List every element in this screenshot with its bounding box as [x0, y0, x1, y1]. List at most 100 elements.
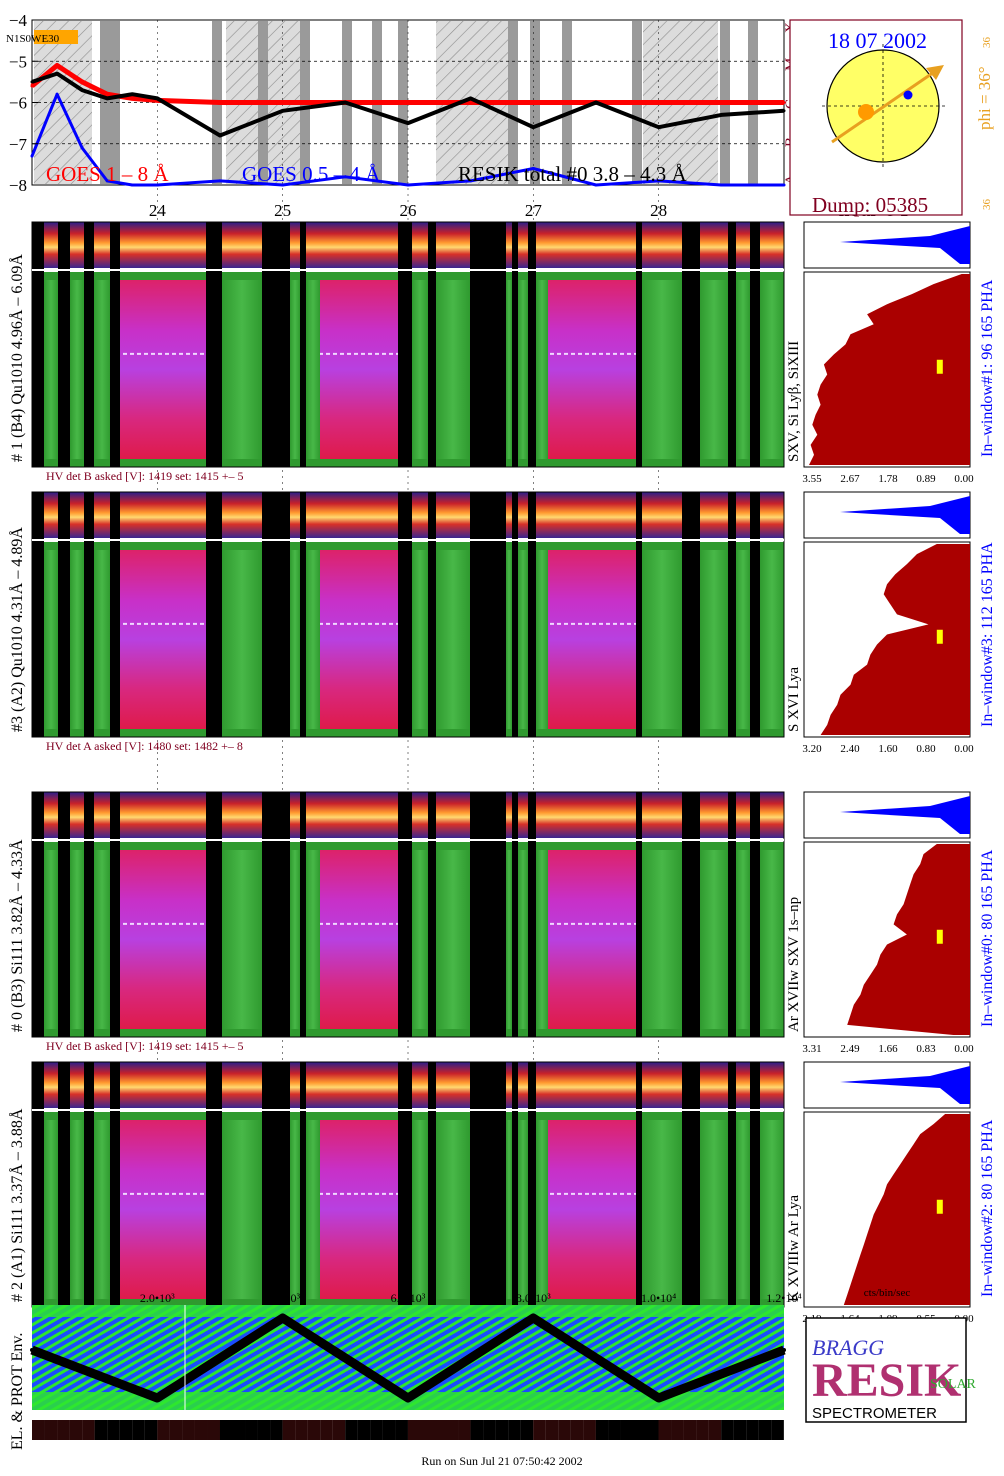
environment-data-point — [406, 1396, 410, 1400]
goes-data-point — [80, 146, 84, 150]
low-count-block — [436, 272, 470, 467]
data-gap-bar — [32, 792, 44, 1037]
hv-status-text: HV det B asked [V]: 1419 set: 1415 +– 5 — [46, 1039, 244, 1053]
spectrum-histogram — [843, 1114, 970, 1305]
detector-panel: HV det A asked [V]: 1480 set: 1482 +– 8#… — [8, 1061, 996, 1325]
goes-data-point — [719, 183, 723, 187]
environment-strip-cell — [370, 1420, 383, 1440]
environment-data-point — [155, 1396, 160, 1400]
data-gap-bar — [58, 792, 70, 1037]
goes-data-point — [30, 80, 34, 84]
goes-data-point — [782, 109, 786, 113]
low-count-block — [642, 1112, 682, 1307]
data-gap-bar — [636, 492, 642, 737]
data-gap-bar — [32, 492, 44, 737]
low-count-block — [760, 1112, 784, 1307]
environment-strip-cell — [219, 1420, 233, 1440]
environment-strip-cell — [733, 1420, 747, 1440]
goes-data-point — [55, 72, 59, 76]
spectral-line-label: S XVI Lya — [786, 667, 802, 732]
environment-strip-cell — [69, 1420, 83, 1440]
data-gap-bar — [470, 792, 506, 1037]
environment-strip-cell — [558, 1420, 571, 1440]
goes-y-tick-label: −6 — [9, 94, 27, 113]
environment-strip-cell — [458, 1420, 471, 1440]
data-gap-bar — [428, 492, 436, 737]
environment-strip-cell — [282, 1420, 296, 1440]
spectrum-x-tick-label: 0.00 — [954, 473, 974, 485]
goes-data-point — [281, 183, 285, 187]
detector-panel: HV det B asked [V]: 1419 set: 1415 +– 5 #… — [8, 221, 996, 485]
position-badge — [34, 30, 78, 44]
position-badge-text: N1S0WE30 — [6, 33, 60, 45]
goes-data-point — [130, 96, 134, 100]
goes-data-point — [719, 113, 723, 117]
low-count-block — [536, 272, 548, 467]
data-gap-bar — [728, 792, 736, 1037]
phi-top-tick: 36 — [981, 37, 993, 49]
low-count-block — [506, 1112, 512, 1307]
data-gap-bar — [528, 492, 536, 737]
detector-wavelength-label: # 0 (B3) Si111 3.82Å – 4.33Å — [8, 839, 26, 1032]
environment-label: EL. & PROT Env. — [9, 1333, 26, 1450]
spectrum-x-tick-label: 0.80 — [916, 743, 936, 755]
spectrum-x-tick-label: 0.83 — [916, 1043, 936, 1055]
detector-panel: HV det A asked [V]: 1480 set: 1482 +– 8#… — [8, 491, 996, 755]
goes-data-point — [218, 179, 222, 183]
data-gap-bar — [636, 792, 642, 1037]
hv-status-text: HV det B asked [V]: 1419 set: 1415 +– 5 — [46, 469, 244, 483]
detector-wavelength-label: # 1 (B4) Qu1010 4.96Å – 6.09Å — [8, 254, 26, 462]
cts-axis-label: cts/bin/sec — [864, 1287, 911, 1299]
low-count-block — [44, 542, 58, 737]
data-gap-bar — [428, 222, 436, 467]
bottom-axis-tick-label: 6.0•10³ — [391, 1291, 426, 1305]
bottom-axis-tick-label: 2.0•10³ — [140, 1291, 175, 1305]
data-gap-bar — [528, 1062, 536, 1307]
gap-band — [110, 21, 120, 184]
low-count-block — [70, 1112, 84, 1307]
environment-strip-cell — [144, 1420, 158, 1440]
low-count-block — [290, 842, 300, 1037]
hour-tick-label: 25 — [274, 201, 291, 220]
goes-data-point — [719, 101, 723, 104]
detector-frame — [31, 221, 785, 468]
low-count-block — [436, 842, 470, 1037]
environment-strip-cell — [508, 1420, 521, 1440]
data-gap-bar — [750, 492, 760, 737]
spectrum-marker — [936, 629, 943, 644]
low-count-block — [700, 542, 728, 737]
environment-strip-cell — [721, 1420, 734, 1440]
data-gap-bar — [750, 792, 760, 1037]
data-gap-bar — [512, 222, 518, 467]
data-gap-bar — [728, 1062, 736, 1307]
environment-strip-cell — [495, 1420, 509, 1440]
low-count-block — [436, 1112, 470, 1307]
goes-y-ticks: −4 −5 −6 −7 −8 — [9, 11, 38, 195]
hour-tick-label: 26 — [400, 201, 417, 220]
low-count-block — [70, 542, 84, 737]
dump-label: Dump: 05385 — [812, 193, 928, 217]
data-gap-bar — [110, 222, 120, 467]
data-gap-bar — [398, 1062, 412, 1307]
environment-strip-cell — [232, 1420, 246, 1440]
environment-strip-cell — [708, 1420, 722, 1440]
data-gap-bar — [398, 492, 412, 737]
low-count-block — [642, 272, 682, 467]
environment-series — [30, 1305, 786, 1410]
goes-data-point — [782, 101, 786, 104]
goes-data-point — [281, 109, 285, 113]
low-count-block — [436, 542, 470, 737]
environment-strip-cell — [107, 1420, 120, 1440]
low-count-block — [222, 272, 262, 467]
data-gap-bar — [750, 222, 760, 467]
resik-logo: BRAGG RESIK SOLAR SPECTROMETER — [805, 1317, 977, 1423]
low-count-block — [94, 842, 110, 1037]
goes-data-point — [406, 183, 410, 187]
spectral-line-label: Ar XVIIw SXV 1s–np — [786, 897, 802, 1032]
detector-wavelength-label: #3 (A2) Qu1010 4.31Å – 4.89Å — [8, 527, 26, 732]
data-gap-bar — [206, 1062, 222, 1307]
environment-strip-cell — [94, 1420, 108, 1440]
data-gap-bar — [428, 1062, 436, 1307]
environment-strip-cell — [608, 1420, 621, 1440]
goes-data-point — [55, 92, 59, 96]
